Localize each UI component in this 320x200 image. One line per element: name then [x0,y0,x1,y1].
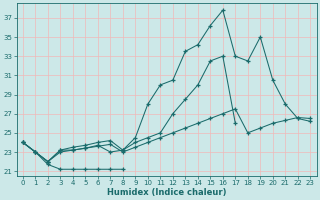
X-axis label: Humidex (Indice chaleur): Humidex (Indice chaleur) [107,188,226,197]
